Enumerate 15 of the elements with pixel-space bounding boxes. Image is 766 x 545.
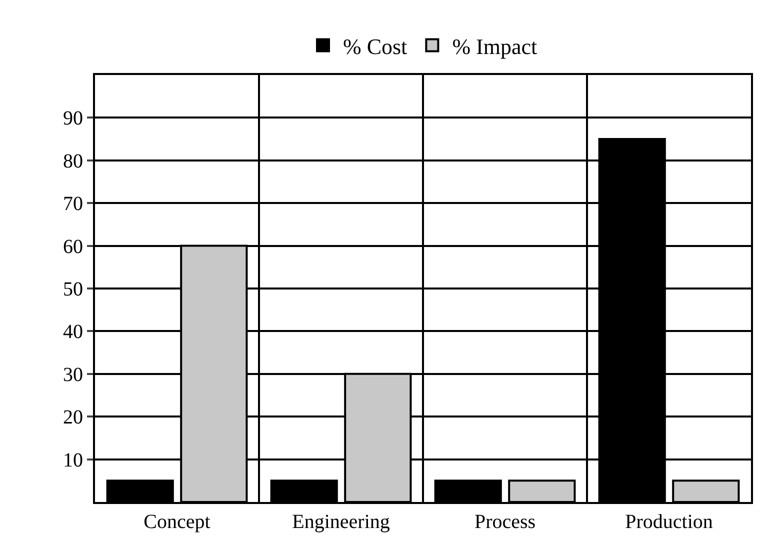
y-tick-label: 90: [63, 108, 83, 130]
x-tick-label: Production: [625, 511, 713, 533]
x-tick-label: Process: [474, 511, 536, 533]
y-tick-label: 30: [63, 364, 83, 386]
y-tick-label: 40: [63, 321, 83, 344]
y-tick-label: 20: [63, 406, 83, 429]
y-tick-label: 70: [63, 193, 83, 216]
y-tick-label: 80: [63, 150, 83, 172]
y-tick-label: 50: [63, 278, 83, 300]
x-tick-label: Concept: [144, 511, 211, 533]
y-tick-label: 10: [63, 449, 83, 472]
y-tick-label: 60: [63, 236, 83, 258]
legend-label: % Cost: [343, 34, 408, 59]
legend-label: % Impact: [452, 34, 538, 59]
x-tick-label: Engineering: [292, 511, 390, 533]
